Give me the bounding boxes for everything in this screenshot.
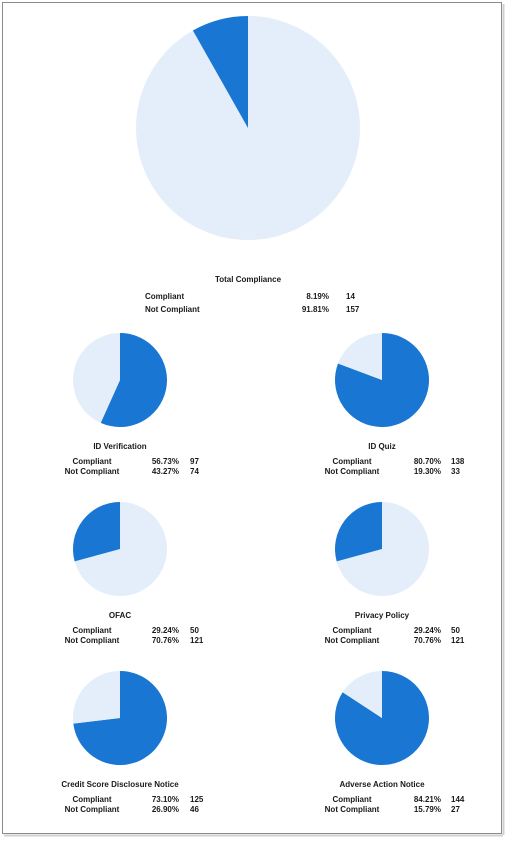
legend-label: Not Compliant [65,636,120,645]
count-label: 33 [451,467,460,476]
count-label: 157 [346,305,360,314]
legend-label: Not Compliant [65,467,120,476]
chart-title: ID Verification [93,442,146,451]
pie-slice [74,502,167,596]
chart-title: Privacy Policy [355,611,410,620]
legend-label: Not Compliant [325,636,380,645]
count-label: 50 [451,626,460,635]
legend-label: Compliant [145,292,184,301]
count-label: 138 [451,457,465,466]
pie-slice [73,333,120,423]
pie-slice [100,333,168,427]
count-label: 121 [190,636,204,645]
legend-label: Not Compliant [325,805,380,814]
pie-slice [342,671,382,718]
value-label: 56.73% [152,457,179,466]
value-label: 43.27% [152,467,179,476]
value-label: 29.24% [152,626,179,635]
chart-title: ID Quiz [368,442,396,451]
count-label: 97 [190,457,199,466]
count-label: 144 [451,795,465,804]
count-label: 14 [346,292,355,301]
value-label: 80.70% [414,457,441,466]
count-label: 50 [190,626,199,635]
legend-label: Not Compliant [325,467,380,476]
value-label: 8.19% [306,292,329,301]
chart-title: Total Compliance [215,275,282,284]
pie-slice [336,502,429,596]
value-label: 84.21% [414,795,441,804]
pie-slice [72,671,120,724]
count-label: 27 [451,805,460,814]
value-label: 70.76% [152,636,179,645]
pie-slice [335,502,382,562]
value-label: 73.10% [152,795,179,804]
count-label: 125 [190,795,204,804]
legend-label: Compliant [72,626,111,635]
legend-label: Not Compliant [65,805,120,814]
value-label: 29.24% [414,626,441,635]
pie-slice [337,333,382,380]
count-label: 121 [451,636,465,645]
value-label: 26.90% [152,805,179,814]
legend-label: Compliant [332,795,371,804]
value-label: 70.76% [414,636,441,645]
legend-label: Not Compliant [145,305,200,314]
pie-slice [334,671,429,765]
count-label: 74 [190,467,199,476]
value-label: 15.79% [414,805,441,814]
pie-slice [192,16,248,128]
value-label: 19.30% [414,467,441,476]
chart-title: Adverse Action Notice [339,780,425,789]
chart-title: Credit Score Disclosure Notice [61,780,179,789]
value-label: 91.81% [302,305,329,314]
pie-slice [334,333,429,427]
legend-label: Compliant [72,457,111,466]
count-label: 46 [190,805,199,814]
legend-label: Compliant [332,626,371,635]
chart-title: OFAC [109,611,131,620]
legend-label: Compliant [332,457,371,466]
pie-slice [73,502,120,562]
legend-label: Compliant [72,795,111,804]
pie-slice [73,671,167,765]
